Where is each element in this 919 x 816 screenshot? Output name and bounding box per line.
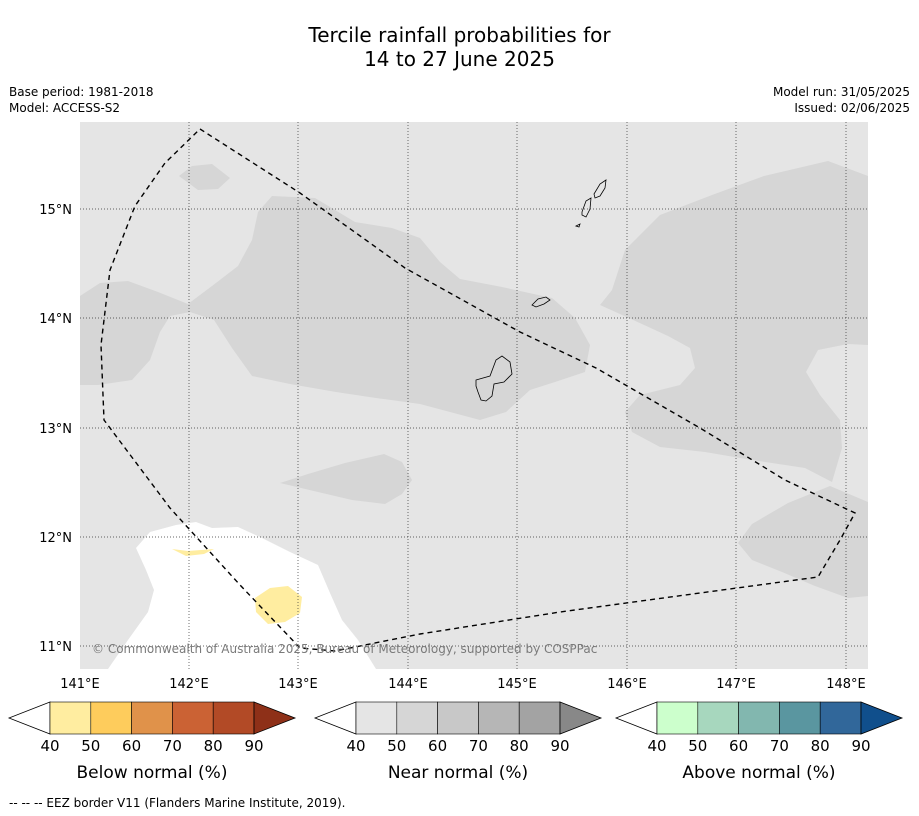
rota-outline (531, 296, 551, 308)
colorbar-segment (779, 701, 821, 735)
colorbar-label: Below normal (%) (77, 763, 228, 783)
near-normal-region-east (600, 161, 868, 482)
colorbar-segment (697, 701, 739, 735)
colorbar-tick: 60 (729, 737, 748, 755)
colorbar-segment (396, 701, 438, 735)
model-run-text: Model run: 31/05/2025 (772, 85, 910, 99)
eez-footnote: -- -- -- EEZ border V11 (Flanders Marine… (9, 796, 346, 810)
colorbar-tick: 40 (40, 737, 59, 755)
colorbar-tick: 40 (647, 737, 666, 755)
colorbar-segment (172, 701, 214, 735)
colorbar-segment (478, 701, 520, 735)
longitude-tick: 148°E (826, 677, 866, 692)
colorbar-tick: 80 (510, 737, 529, 755)
latitude-tick: 15°N (39, 203, 72, 218)
colorbar-tick: 70 (163, 737, 182, 755)
colorbar-segment (355, 701, 398, 735)
island-outlines (475, 179, 607, 402)
colorbar-tick: 90 (550, 737, 569, 755)
title-line-2: 14 to 27 June 2025 (364, 47, 555, 71)
colorbar-label: Near normal (%) (388, 763, 528, 783)
colorbar-segment (212, 701, 255, 735)
colorbar-tick: 60 (428, 737, 447, 755)
colorbar-tick: 90 (244, 737, 263, 755)
near-normal-region-central (80, 196, 590, 420)
near-normal-region-northwest-blob (179, 164, 230, 190)
colorbar-tick: 80 (204, 737, 223, 755)
colorbar-extend-high (860, 701, 904, 735)
colorbar-1: 40 50 60 70 80 90 Below normal (%) (7, 701, 297, 783)
longitude-tick: 146°E (607, 677, 647, 692)
colorbar-tick: 50 (387, 737, 406, 755)
model-text: Model: ACCESS-S2 (9, 101, 121, 115)
map-credit: © Commonwealth of Australia 2025, Bureau… (92, 642, 597, 656)
latitude-tick-labels: 15°N 14°N 13°N 12°N 11°N (39, 203, 72, 655)
saipan-outline (593, 179, 607, 199)
white-region-southwest (108, 522, 376, 669)
colorbar-segment (518, 701, 561, 735)
map-area: © Commonwealth of Australia 2025, Bureau… (80, 122, 868, 669)
below-normal-region-small (172, 549, 214, 556)
colorbar-label: Above normal (%) (682, 763, 835, 783)
colorbar-extend-low (614, 701, 658, 735)
longitude-tick-labels: 141°E 142°E 143°E 144°E 145°E 146°E 147°E 148°E (60, 677, 866, 692)
chart-title: Tercile rainfall probabilities for 14 to… (0, 23, 919, 71)
longitude-tick: 147°E (716, 677, 756, 692)
meta-left: Base period: 1981-2018 Model: ACCESS-S2 (9, 84, 154, 116)
longitude-tick: 143°E (278, 677, 318, 692)
gridlines (80, 122, 868, 669)
colorbar-segment (131, 701, 173, 735)
colorbar-segment (738, 701, 780, 735)
colorbar-tick: 50 (81, 737, 100, 755)
near-normal-region-south-band (280, 454, 412, 504)
colorbar-3: 40 50 60 70 80 90 Above normal (%) (614, 701, 904, 783)
colorbar-tick: 50 (688, 737, 707, 755)
tinian-outline (581, 197, 592, 218)
colorbar-extend-high (253, 701, 297, 735)
aguijan-outline (574, 223, 581, 228)
colorbar-extend-high (559, 701, 603, 735)
near-normal-region-southeast (738, 486, 868, 598)
guam-outline (475, 355, 513, 402)
below-normal-region-large (255, 586, 302, 624)
colorbar-tick: 70 (770, 737, 789, 755)
base-period-text: Base period: 1981-2018 (9, 85, 154, 99)
longitude-tick: 141°E (60, 677, 100, 692)
colorbar-tick: 80 (811, 737, 830, 755)
issued-text: Issued: 02/06/2025 (794, 101, 910, 115)
colorbar-tick: 40 (346, 737, 365, 755)
latitude-tick: 12°N (39, 531, 72, 546)
colorbar-extend-low (7, 701, 51, 735)
longitude-tick: 145°E (497, 677, 537, 692)
colorbar-segment (437, 701, 479, 735)
colorbar-legends: 40 50 60 70 80 90 Below normal (%) 40 50 60 70 80 90… (7, 701, 904, 783)
colorbar-extend-low (313, 701, 357, 735)
longitude-tick: 142°E (169, 677, 209, 692)
colorbar-tick: 90 (851, 737, 870, 755)
colorbar-segment (90, 701, 132, 735)
colorbar-tick: 60 (122, 737, 141, 755)
latitude-tick: 13°N (39, 422, 72, 437)
longitude-tick: 144°E (388, 677, 428, 692)
eez-border-line (100, 128, 856, 652)
latitude-tick: 14°N (39, 312, 72, 327)
colorbar-tick: 70 (469, 737, 488, 755)
latitude-tick: 11°N (39, 640, 72, 655)
colorbar-segment (49, 701, 92, 735)
colorbar-segment (656, 701, 699, 735)
colorbar-segment (819, 701, 862, 735)
meta-right: Model run: 31/05/2025 Issued: 02/06/2025 (773, 84, 910, 116)
title-line-1: Tercile rainfall probabilities for (308, 23, 611, 47)
colorbar-2: 40 50 60 70 80 90 Near normal (%) (313, 701, 603, 783)
